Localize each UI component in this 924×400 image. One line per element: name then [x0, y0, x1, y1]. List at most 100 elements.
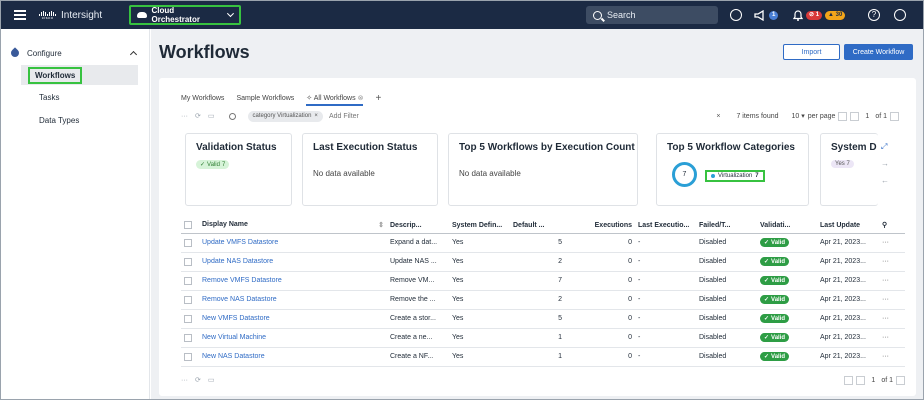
- sidebar-item-tasks[interactable]: Tasks: [39, 92, 60, 102]
- next-page-button[interactable]: [890, 111, 899, 121]
- row-checkbox[interactable]: [184, 352, 192, 361]
- sidebar: Configure Workflows Tasks Data Types: [1, 29, 150, 399]
- prev-page-button[interactable]: [856, 375, 866, 385]
- default-version-cell: 1: [510, 328, 565, 348]
- row-actions-icon[interactable]: ···: [879, 309, 905, 329]
- row-checkbox[interactable]: [184, 295, 192, 304]
- app-logo: cisco Intersight: [39, 1, 102, 29]
- no-data-text: No data available: [313, 169, 375, 178]
- validation-cell: ✓ Valid: [757, 290, 817, 310]
- chevron-down-icon: [227, 10, 235, 17]
- row-checkbox[interactable]: [184, 238, 192, 247]
- column-header[interactable]: Validati...: [757, 218, 817, 234]
- delete-icon[interactable]: ▭: [207, 113, 215, 120]
- table-row[interactable]: Update NAS Datastore Update NAS ... Yes 2 0-…: [181, 252, 905, 272]
- table-row[interactable]: Remove VMFS Datastore Remove VM... Yes 7 0- D…: [181, 271, 905, 291]
- add-filter-input[interactable]: Add Filter: [328, 112, 359, 120]
- filter-chip[interactable]: category Virtualization ×: [247, 110, 323, 122]
- import-button[interactable]: Import: [783, 44, 840, 60]
- workflow-name-link[interactable]: New VMFS Datastore: [199, 309, 387, 329]
- row-checkbox[interactable]: [184, 257, 192, 266]
- row-actions-icon[interactable]: ···: [879, 233, 905, 253]
- row-checkbox[interactable]: [184, 276, 192, 285]
- workflow-name-link[interactable]: Update NAS Datastore: [199, 252, 387, 272]
- workflow-name-link[interactable]: New Virtual Machine: [199, 328, 387, 348]
- workflow-name-link[interactable]: Update VMFS Datastore: [199, 233, 387, 253]
- row-actions-icon[interactable]: ···: [879, 271, 905, 291]
- table-row[interactable]: Remove NAS Datastore Remove the ... Yes 2 0-…: [181, 290, 905, 310]
- first-page-button[interactable]: [838, 111, 848, 121]
- row-checkbox[interactable]: [184, 333, 192, 342]
- notifications-button[interactable]: ⊘ 1 ▲ 30: [793, 1, 846, 29]
- column-header[interactable]: Last Executio...: [635, 218, 696, 234]
- column-header[interactable]: Display Name ⇕: [199, 218, 387, 234]
- page-number[interactable]: 1: [865, 112, 870, 120]
- workflow-name-link[interactable]: Remove VMFS Datastore: [199, 271, 387, 291]
- page-title: Workflows: [159, 42, 250, 62]
- next-page-button[interactable]: [896, 375, 905, 385]
- user-icon[interactable]: [894, 1, 906, 29]
- scroll-right-icon[interactable]: →: [881, 159, 889, 168]
- row-actions-icon[interactable]: ···: [879, 290, 905, 310]
- validation-cell: ✓ Valid: [757, 233, 817, 253]
- default-version-cell: 5: [510, 233, 565, 253]
- more-actions-icon[interactable]: ···: [181, 376, 188, 384]
- column-header[interactable]: Descrip...: [387, 218, 449, 234]
- table-row[interactable]: New VMFS Datastore Create a stor... Yes 5 0-…: [181, 309, 905, 329]
- select-all-checkbox[interactable]: [184, 221, 192, 230]
- add-tab-icon[interactable]: +: [375, 92, 382, 104]
- table-row[interactable]: New Virtual Machine Create a ne... Yes 1 0- D…: [181, 328, 905, 348]
- table-row[interactable]: Update VMFS Datastore Expand a dat... Yes 5…: [181, 233, 905, 253]
- row-checkbox[interactable]: [184, 314, 192, 323]
- clear-filter-icon[interactable]: ×: [716, 112, 721, 120]
- per-page-select[interactable]: 10 ▾: [791, 113, 805, 120]
- column-header[interactable]: Failed/T...: [696, 218, 757, 234]
- expand-icon[interactable]: ⤢: [881, 142, 888, 151]
- check-circle-icon[interactable]: [730, 1, 742, 29]
- column-header[interactable]: System Defin...: [449, 218, 510, 234]
- description-cell: Update NAS ...: [387, 252, 449, 272]
- row-actions-icon[interactable]: ···: [879, 328, 905, 348]
- workflow-name-link[interactable]: New NAS Datastore: [199, 347, 387, 367]
- search-input[interactable]: Search: [586, 6, 718, 24]
- create-workflow-button[interactable]: Create Workflow: [844, 44, 913, 60]
- column-settings-icon[interactable]: ⚲: [879, 218, 905, 234]
- items-found: 7 items found: [736, 112, 779, 120]
- delete-icon[interactable]: ▭: [207, 377, 215, 384]
- refresh-icon[interactable]: ⟳: [195, 113, 201, 120]
- refresh-icon[interactable]: ⟳: [195, 377, 201, 384]
- announcements-button[interactable]: 1: [754, 1, 779, 29]
- default-version-cell: 7: [510, 271, 565, 291]
- description-cell: Remove the ...: [387, 290, 449, 310]
- row-actions-icon[interactable]: ···: [879, 347, 905, 367]
- widget-title: Last Execution Status: [313, 142, 418, 153]
- more-actions-icon[interactable]: ···: [181, 112, 188, 120]
- megaphone-icon: [754, 9, 764, 21]
- column-header[interactable]: Executions: [565, 218, 635, 234]
- failed-tasks-cell: Disabled: [696, 233, 757, 253]
- column-header[interactable]: Default ...: [510, 218, 565, 234]
- menu-icon[interactable]: [14, 1, 26, 29]
- close-icon[interactable]: ×: [314, 113, 318, 119]
- workflow-name-link[interactable]: Remove NAS Datastore: [199, 290, 387, 310]
- validation-cell: ✓ Valid: [757, 252, 817, 272]
- context-selector[interactable]: Cloud Orchestrator: [129, 5, 241, 25]
- table-row[interactable]: New NAS Datastore Create a NF... Yes 1 0- Dis…: [181, 347, 905, 367]
- scroll-left-icon[interactable]: ←: [881, 176, 889, 185]
- row-actions-icon[interactable]: ···: [879, 252, 905, 272]
- category-donut[interactable]: 7: [672, 162, 697, 187]
- alerts-badge: 1: [769, 10, 779, 20]
- tab-my-workflows[interactable]: My Workflows: [181, 94, 225, 102]
- sidebar-section-configure[interactable]: Configure: [9, 46, 138, 60]
- sidebar-item-data-types[interactable]: Data Types: [39, 115, 80, 125]
- sidebar-item-workflows[interactable]: Workflows: [21, 65, 138, 85]
- valid-badge: ✓ Valid: [760, 238, 790, 247]
- help-icon[interactable]: ?: [868, 1, 880, 29]
- tab-all-workflows[interactable]: ✧ All Workflows ⊗: [306, 94, 364, 106]
- tab-sample-workflows[interactable]: Sample Workflows: [236, 94, 295, 102]
- prev-page-button[interactable]: [850, 111, 860, 121]
- category-legend[interactable]: Virtualization 7: [705, 170, 765, 182]
- page-number[interactable]: 1: [871, 376, 876, 384]
- column-header[interactable]: Last Update: [817, 218, 879, 234]
- first-page-button[interactable]: [844, 375, 854, 385]
